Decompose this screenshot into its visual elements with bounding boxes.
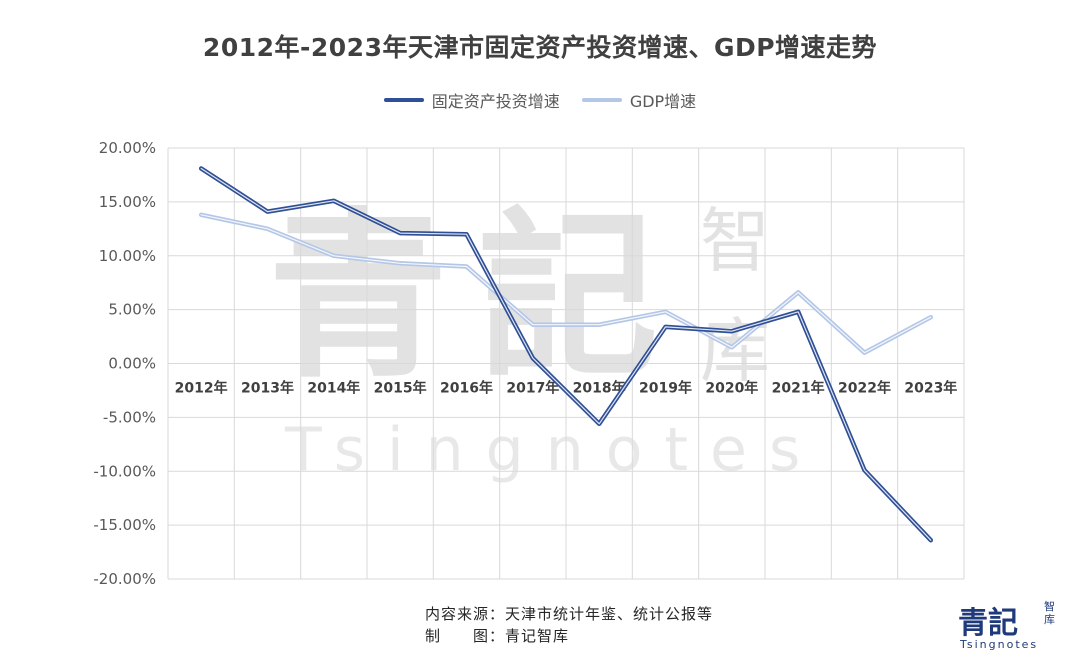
chart-title: 2012年-2023年天津市固定资产投资增速、GDP增速走势 <box>202 33 878 62</box>
maker-note: 制 图：青记智库 <box>425 627 570 645</box>
legend-item-gdp: GDP增速 <box>581 88 697 112</box>
y-tick-label: 10.00% <box>99 247 156 265</box>
chart-footer: 内容来源：天津市统计年鉴、统计公报等 制 图：青记智库 <box>425 603 713 647</box>
x-tick-label: 2020年 <box>705 380 758 397</box>
y-tick-label: -5.00% <box>103 408 156 426</box>
brand-logo-side: 智库 <box>1044 600 1055 626</box>
legend-item-investment: 固定资产投资增速 <box>383 88 560 112</box>
x-tick-label: 2013年 <box>241 380 294 397</box>
chart-legend: 固定资产投资增速 GDP增速 <box>0 88 1080 112</box>
x-tick-label: 2021年 <box>772 380 825 397</box>
legend-label-investment: 固定资产投资增速 <box>431 92 560 111</box>
x-tick-label: 2014年 <box>307 380 360 397</box>
y-tick-label: 15.00% <box>99 193 156 211</box>
series-line-highlight-gdp <box>200 214 932 354</box>
x-tick-label: 2018年 <box>573 380 626 397</box>
source-note: 内容来源：天津市统计年鉴、统计公报等 <box>425 605 714 623</box>
y-tick-label: -15.00% <box>93 516 156 534</box>
x-tick-label: 2012年 <box>175 380 228 397</box>
y-tick-label: -10.00% <box>93 462 156 480</box>
brand-logo-latin: Tsingnotes <box>960 638 1039 651</box>
legend-swatch-investment <box>383 98 424 102</box>
x-tick-label: 2017年 <box>506 380 559 397</box>
y-tick-label: 20.00% <box>99 139 156 157</box>
series-line-highlight-investment <box>200 167 932 541</box>
legend-swatch-gdp <box>581 98 622 102</box>
x-tick-label: 2022年 <box>838 380 891 397</box>
x-tick-label: 2016年 <box>440 380 493 397</box>
y-tick-label: 5.00% <box>108 301 156 319</box>
y-tick-label: 0.00% <box>108 355 156 373</box>
x-tick-label: 2019年 <box>639 380 692 397</box>
x-tick-label: 2015年 <box>374 380 427 397</box>
legend-label-gdp: GDP增速 <box>629 92 697 111</box>
brand-logo-main: 青記 <box>958 606 1018 641</box>
y-tick-label: -20.00% <box>93 570 156 588</box>
x-tick-label: 2023年 <box>904 380 957 397</box>
brand-logo: 青記 智库 Tsingnotes <box>958 596 1068 662</box>
